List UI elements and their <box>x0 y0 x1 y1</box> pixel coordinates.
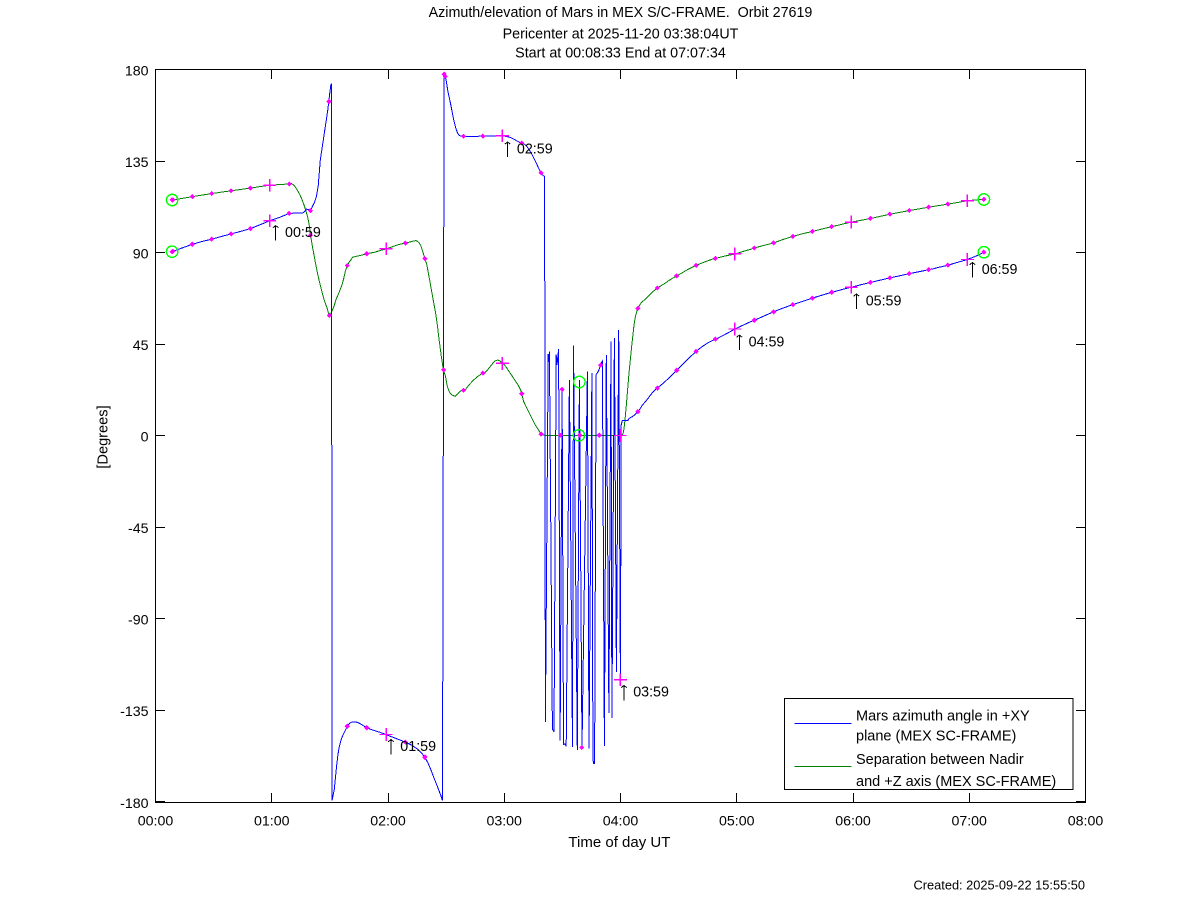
svg-text:90: 90 <box>133 246 149 262</box>
svg-text:07:00: 07:00 <box>951 813 987 829</box>
svg-text:Azimuth/elevation of Mars in M: Azimuth/elevation of Mars in MEX S/C-FRA… <box>429 5 813 21</box>
svg-text:-180: -180 <box>120 796 149 812</box>
svg-text:Pericenter at 2025-11-20 03:38: Pericenter at 2025-11-20 03:38:04UT <box>503 27 739 43</box>
svg-text:06:00: 06:00 <box>835 813 871 829</box>
svg-text:04:00: 04:00 <box>603 813 639 829</box>
svg-text:0: 0 <box>141 430 149 446</box>
svg-text:04:59: 04:59 <box>749 334 785 350</box>
svg-text:Mars azimuth angle in +XY: Mars azimuth angle in +XY <box>856 708 1030 724</box>
svg-text:180: 180 <box>125 63 149 79</box>
svg-text:00:59: 00:59 <box>285 225 321 241</box>
svg-text:-90: -90 <box>128 613 149 629</box>
svg-text:08:00: 08:00 <box>1068 813 1104 829</box>
svg-text:02:00: 02:00 <box>370 813 406 829</box>
svg-text:Separation between Nadir: Separation between Nadir <box>856 752 1024 768</box>
svg-text:00:00: 00:00 <box>138 813 174 829</box>
svg-text:-45: -45 <box>128 521 149 537</box>
svg-text:and +Z axis (MEX SC-FRAME): and +Z axis (MEX SC-FRAME) <box>856 774 1056 790</box>
svg-text:02:59: 02:59 <box>517 141 553 157</box>
svg-text:135: 135 <box>125 155 149 171</box>
svg-text:01:00: 01:00 <box>254 813 290 829</box>
svg-text:Start at 00:08:33 End at 07:07: Start at 00:08:33 End at 07:07:34 <box>515 46 726 62</box>
svg-text:06:59: 06:59 <box>982 262 1018 278</box>
svg-text:01:59: 01:59 <box>400 739 436 755</box>
svg-text:45: 45 <box>133 338 149 354</box>
svg-text:[Degrees]: [Degrees] <box>96 405 112 468</box>
svg-text:Created: 2025-09-22 15:55:50: Created: 2025-09-22 15:55:50 <box>914 878 1085 893</box>
svg-text:Time of day UT: Time of day UT <box>568 834 670 851</box>
svg-text:03:00: 03:00 <box>486 813 522 829</box>
svg-text:05:59: 05:59 <box>866 293 902 309</box>
svg-text:05:00: 05:00 <box>719 813 755 829</box>
svg-text:plane (MEX SC-FRAME): plane (MEX SC-FRAME) <box>856 729 1016 745</box>
svg-text:03:59: 03:59 <box>633 685 669 701</box>
svg-text:-135: -135 <box>120 704 149 720</box>
